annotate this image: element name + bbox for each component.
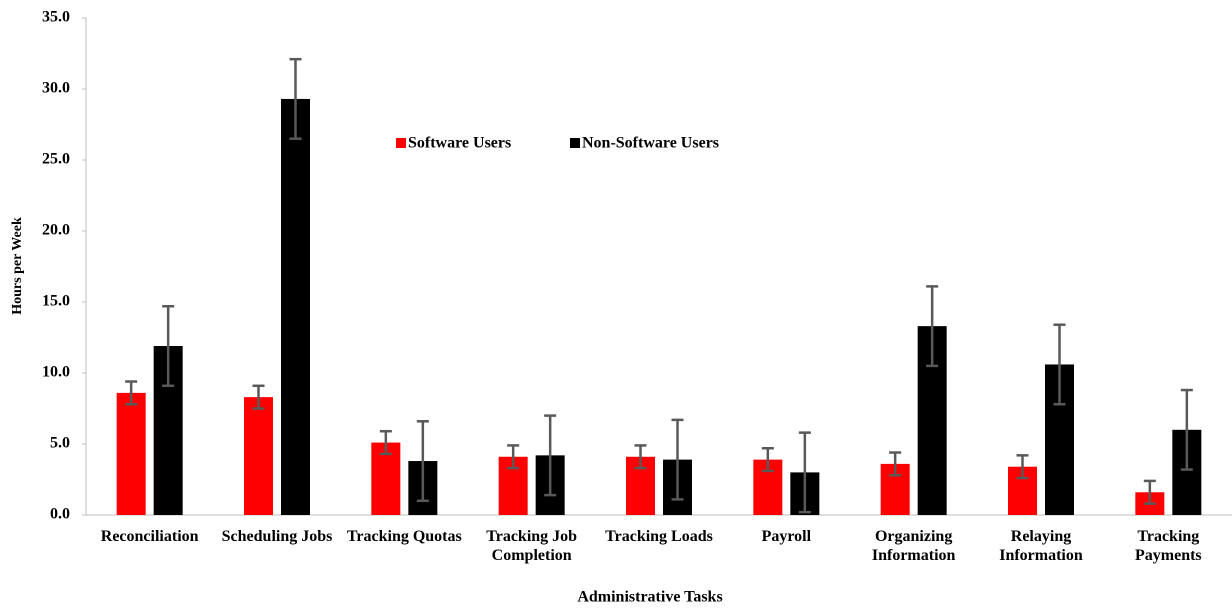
x-tick-label: Reconciliation — [100, 528, 199, 545]
x-tick-label: Payroll — [761, 528, 812, 545]
error-bar — [634, 444, 647, 470]
y-tick-label: 20.0 — [42, 222, 70, 239]
error-bar — [125, 380, 138, 406]
error-bar — [671, 418, 684, 501]
bar — [281, 98, 310, 515]
y-tick-label: 5.0 — [50, 435, 70, 452]
error-bar — [289, 57, 302, 140]
error-bar — [1143, 479, 1156, 505]
x-tick-label: Tracking Loads — [605, 528, 713, 545]
error-bar — [926, 285, 939, 368]
x-tick-label: Organizing Information — [871, 528, 956, 564]
legend-swatch — [570, 138, 580, 148]
y-tick-label: 0.0 — [50, 506, 70, 523]
bar — [116, 392, 146, 515]
legend-label: Software Users — [408, 135, 511, 152]
x-tick-label: Tracking Job Completion — [486, 528, 578, 564]
error-bar — [1016, 454, 1029, 480]
error-bar — [507, 444, 520, 470]
error-bar — [1053, 323, 1066, 406]
y-axis-label: Hours per Week — [10, 217, 25, 315]
legend-label: Non-Software Users — [582, 135, 719, 152]
x-tick-label: Scheduling Jobs — [221, 528, 333, 545]
y-tick-label: 15.0 — [42, 293, 70, 310]
x-tick-label: Tracking Payments — [1135, 528, 1202, 564]
error-bar — [416, 420, 429, 503]
error-bar — [162, 305, 175, 388]
bar — [244, 397, 273, 515]
error-bar — [379, 429, 392, 456]
y-tick-label: 35.0 — [42, 9, 70, 26]
error-bar — [798, 431, 811, 514]
x-tick-label: Tracking Quotas — [346, 528, 462, 545]
x-axis-label: Administrative Tasks — [577, 589, 722, 606]
y-tick-label: 10.0 — [42, 364, 70, 381]
y-tick-label: 30.0 — [42, 80, 70, 97]
error-bar — [889, 451, 902, 477]
error-bar — [1180, 388, 1193, 471]
error-bar — [761, 447, 774, 473]
y-tick-label: 25.0 — [42, 151, 70, 168]
legend-swatch — [396, 138, 406, 148]
error-bar — [544, 414, 557, 497]
error-bar — [252, 384, 265, 410]
x-tick-label: Relaying Information — [999, 528, 1083, 564]
